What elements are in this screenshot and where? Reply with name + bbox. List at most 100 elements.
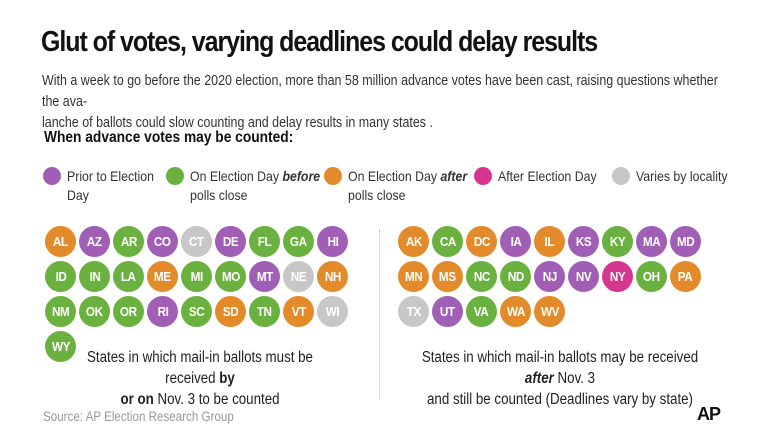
state-abbr: VA [474, 304, 489, 319]
state-chip-tn: TN [249, 296, 280, 327]
state-chip-fl: FL [249, 226, 280, 257]
state-chip-ne: NE [283, 261, 314, 292]
state-chip-ms: MS [432, 261, 463, 292]
states-grid-after-nov3: AK CA DC IA IL KS KY MA MD MN MS NC ND NJ NV NY OH PA TX UT… [398, 226, 718, 327]
legend-heading: When advance votes may be counted: [44, 129, 294, 146]
state-abbr: TX [406, 304, 421, 319]
legend-dot-before [166, 167, 184, 185]
state-chip-in: IN [79, 261, 110, 292]
state-abbr: IA [510, 234, 521, 249]
legend-dot-post [474, 167, 492, 185]
legend-dot-prior [43, 167, 61, 185]
state-abbr: DC [473, 234, 490, 249]
legend-label-post: After Election Day [498, 168, 597, 184]
state-abbr: WA [506, 304, 525, 319]
state-abbr: OR [120, 304, 137, 319]
state-chip-mt: MT [249, 261, 280, 292]
state-abbr: OK [86, 304, 103, 319]
state-abbr: AL [53, 234, 68, 249]
state-abbr: TN [257, 304, 272, 319]
state-chip-wy: WY [45, 331, 76, 362]
state-chip-nc: NC [466, 261, 497, 292]
state-chip-la: LA [113, 261, 144, 292]
state-chip-az: AZ [79, 226, 110, 257]
state-chip-oh: OH [636, 261, 667, 292]
state-chip-il: IL [534, 226, 565, 257]
state-chip-ky: KY [602, 226, 633, 257]
state-chip-or: OR [113, 296, 144, 327]
state-chip-mo: MO [215, 261, 246, 292]
state-abbr: NM [51, 304, 70, 319]
state-abbr: CA [439, 234, 456, 249]
state-abbr: AR [120, 234, 137, 249]
state-chip-vt: VT [283, 296, 314, 327]
state-abbr: KS [575, 234, 592, 249]
state-chip-va: VA [466, 296, 497, 327]
state-chip-dc: DC [466, 226, 497, 257]
state-abbr: GA [290, 234, 307, 249]
state-chip-ma: MA [636, 226, 667, 257]
state-chip-md: MD [670, 226, 701, 257]
state-abbr: MN [404, 269, 423, 284]
subtitle-line-1: With a week to go before the 2020 electi… [42, 73, 718, 110]
state-abbr: WY [51, 339, 70, 354]
state-abbr: AZ [87, 234, 102, 249]
legend-dot-after [324, 167, 342, 185]
state-abbr: VT [291, 304, 306, 319]
state-chip-wi: WI [317, 296, 348, 327]
state-chip-me: ME [147, 261, 178, 292]
column-divider [379, 230, 380, 400]
ap-logo: AP [697, 404, 721, 424]
state-abbr: NH [324, 269, 341, 284]
state-chip-wa: WA [500, 296, 531, 327]
state-abbr: ND [507, 269, 524, 284]
state-chip-nj: NJ [534, 261, 565, 292]
subtitle-line-2: lanche of ballots could slow counting an… [42, 115, 433, 131]
state-chip-co: CO [147, 226, 178, 257]
legend-label-before: On Election Day before polls close [190, 168, 321, 203]
state-chip-nh: NH [317, 261, 348, 292]
state-chip-nv: NV [568, 261, 599, 292]
state-chip-ar: AR [113, 226, 144, 257]
state-abbr: KY [609, 234, 626, 249]
state-chip-ia: IA [500, 226, 531, 257]
state-abbr: MD [676, 234, 695, 249]
state-abbr: MO [221, 269, 240, 284]
state-chip-ga: GA [283, 226, 314, 257]
state-abbr: FL [257, 234, 272, 249]
state-abbr: CT [189, 234, 204, 249]
state-abbr: SC [188, 304, 205, 319]
state-chip-ak: AK [398, 226, 429, 257]
state-chip-id: ID [45, 261, 76, 292]
state-chip-ri: RI [147, 296, 178, 327]
state-chip-pa: PA [670, 261, 701, 292]
state-chip-nm: NM [45, 296, 76, 327]
subtitle: With a week to go before the 2020 electi… [42, 71, 721, 134]
legend-label-prior: Prior to Election Day [67, 168, 154, 203]
state-abbr: NY [609, 269, 626, 284]
state-abbr: SD [222, 304, 239, 319]
state-chip-mn: MN [398, 261, 429, 292]
state-chip-mi: MI [181, 261, 212, 292]
source-note: Source: AP Election Research Group [43, 409, 234, 424]
state-abbr: NE [290, 269, 307, 284]
page-title: Glut of votes, varying deadlines could d… [41, 26, 598, 58]
state-chip-ct: CT [181, 226, 212, 257]
state-chip-sc: SC [181, 296, 212, 327]
state-chip-nd: ND [500, 261, 531, 292]
legend-dot-varies [612, 167, 630, 185]
state-abbr: PA [678, 269, 693, 284]
state-abbr: UT [440, 304, 455, 319]
state-chip-ut: UT [432, 296, 463, 327]
state-abbr: OH [643, 269, 660, 284]
state-abbr: ME [154, 269, 171, 284]
caption-after-nov3: States in which mail-in ballots may be r… [421, 349, 699, 408]
state-abbr: RI [157, 304, 168, 319]
state-abbr: NV [575, 269, 592, 284]
state-chip-de: DE [215, 226, 246, 257]
state-abbr: MI [190, 269, 203, 284]
state-abbr: MA [642, 234, 661, 249]
state-chip-sd: SD [215, 296, 246, 327]
state-chip-hi: HI [317, 226, 348, 257]
state-abbr: IN [89, 269, 100, 284]
